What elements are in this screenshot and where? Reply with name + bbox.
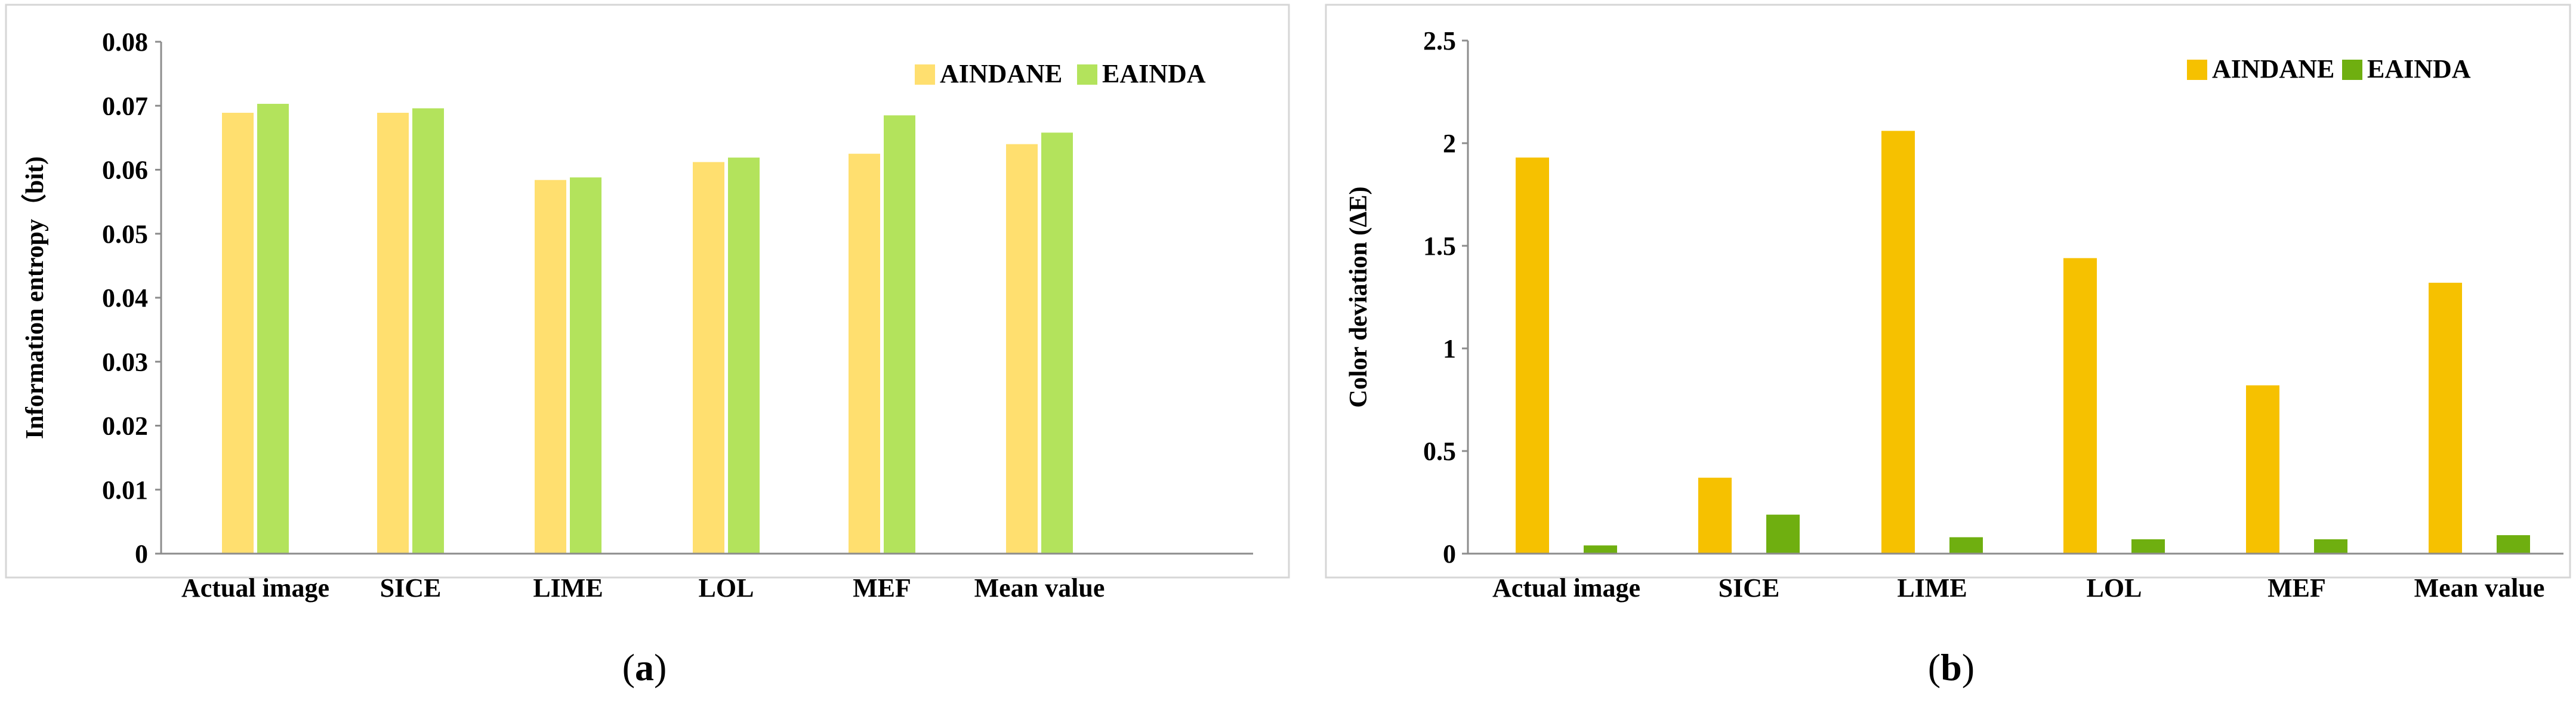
bar-eainda-lol — [2131, 539, 2165, 554]
panel-b-caption: (b) — [1928, 646, 1975, 688]
panel-a-legend: AINDANE EAINDA — [915, 59, 1206, 88]
bar-eainda-mean-value — [1041, 132, 1073, 554]
bar-eainda-mean-value — [2497, 535, 2530, 554]
x-tick-label: LOL — [2087, 573, 2142, 603]
panel-b-legend: AINDANE EAINDA — [2187, 54, 2471, 84]
y-tick-label: 0.08 — [102, 27, 148, 57]
bar-aindane-actual-image — [1516, 158, 1549, 554]
x-tick-label: SICE — [380, 573, 442, 603]
panel-a-frame — [5, 4, 1290, 579]
legend-label-eainda: EAINDA — [1102, 59, 1206, 88]
y-tick-label: 1.5 — [1423, 231, 1456, 261]
bar-eainda-sice — [1766, 514, 1800, 554]
panel-b-x-ticks: Actual image SICE LIME LOL MEF Mean value — [1492, 573, 2544, 603]
panel-a-caption-letter: a — [635, 646, 654, 688]
bar-aindane-mef — [849, 153, 880, 554]
bar-eainda-actual-image — [257, 104, 289, 554]
bar-aindane-mean-value — [1006, 144, 1038, 554]
y-tick-label: 0 — [135, 539, 148, 569]
x-tick-label: Actual image — [181, 573, 329, 603]
y-tick-label: 0.02 — [102, 412, 148, 441]
bar-eainda-sice — [412, 108, 444, 554]
bar-aindane-mean-value — [2429, 282, 2462, 554]
chart-panel-b: 0 0.5 1 1.5 2 2.5 Actual image SICE LIME LOL MEF M… — [1325, 4, 2571, 603]
legend-label-aindane: AINDANE — [2212, 54, 2334, 84]
panel-b-y-ticks: 0 0.5 1 1.5 2 2.5 — [1423, 26, 1468, 569]
y-tick-label: 0.5 — [1423, 437, 1456, 466]
y-tick-label: 0 — [1443, 539, 1456, 569]
x-tick-label: Mean value — [974, 573, 1105, 603]
y-tick-label: 0.07 — [102, 91, 148, 121]
x-tick-label: MEF — [2268, 573, 2326, 603]
panel-b-frame — [1325, 4, 2571, 579]
legend-label-eainda: EAINDA — [2367, 54, 2471, 84]
bar-eainda-lime — [570, 177, 601, 554]
bar-eainda-mef — [2314, 539, 2347, 554]
bar-aindane-lime — [1881, 131, 1915, 554]
x-tick-label: Mean value — [2414, 573, 2545, 603]
legend-label-aindane: AINDANE — [940, 59, 1062, 88]
panel-a-y-ticks: 0 0.01 0.02 0.03 0.04 0.05 0.06 0.07 0.08 — [102, 27, 161, 569]
bar-aindane-actual-image — [222, 113, 254, 554]
y-tick-label: 0.05 — [102, 220, 148, 249]
bar-eainda-actual-image — [1584, 545, 1617, 554]
panel-b-caption-letter: b — [1941, 646, 1962, 688]
bar-aindane-sice — [377, 113, 409, 554]
bar-aindane-lime — [535, 180, 566, 554]
y-tick-label: 0.01 — [102, 475, 148, 505]
y-tick-label: 0.03 — [102, 347, 148, 376]
panel-a-caption: (a) — [622, 646, 667, 688]
panel-b-y-axis-title: Color deviation (ΔE) — [1345, 187, 1372, 408]
y-tick-label: 2.5 — [1423, 26, 1456, 55]
x-tick-label: LIME — [533, 573, 603, 603]
x-tick-label: SICE — [1719, 573, 1780, 603]
y-tick-label: 0.06 — [102, 156, 148, 185]
legend-swatch-aindane — [915, 64, 935, 85]
bar-aindane-sice — [1698, 477, 1732, 554]
x-tick-label: Actual image — [1492, 573, 1640, 603]
x-tick-label: MEF — [853, 573, 911, 603]
bar-aindane-lol — [2063, 258, 2097, 554]
legend-swatch-eainda — [1077, 64, 1097, 85]
legend-swatch-eainda — [2342, 60, 2362, 80]
bar-aindane-mef — [2246, 385, 2279, 554]
legend-swatch-aindane — [2187, 60, 2207, 80]
panel-a-x-ticks: Actual image SICE LIME LOL MEF Mean value — [181, 573, 1105, 603]
panel-b-bars — [1516, 131, 2530, 554]
y-tick-label: 0.04 — [102, 283, 148, 313]
panel-a-y-axis-title: Information entropy（bit) — [21, 156, 49, 439]
x-tick-label: LIME — [1897, 573, 1967, 603]
bar-eainda-mef — [884, 115, 915, 554]
bar-eainda-lol — [728, 158, 760, 554]
chart-panel-a: 0 0.01 0.02 0.03 0.04 0.05 0.06 0.07 0.08 Actual… — [5, 4, 1290, 603]
bar-eainda-lime — [1949, 537, 1983, 554]
panel-a-bars — [222, 104, 1073, 554]
bar-aindane-lol — [693, 162, 724, 554]
y-tick-label: 2 — [1443, 129, 1456, 158]
x-tick-label: LOL — [699, 573, 754, 603]
y-tick-label: 1 — [1443, 334, 1456, 363]
